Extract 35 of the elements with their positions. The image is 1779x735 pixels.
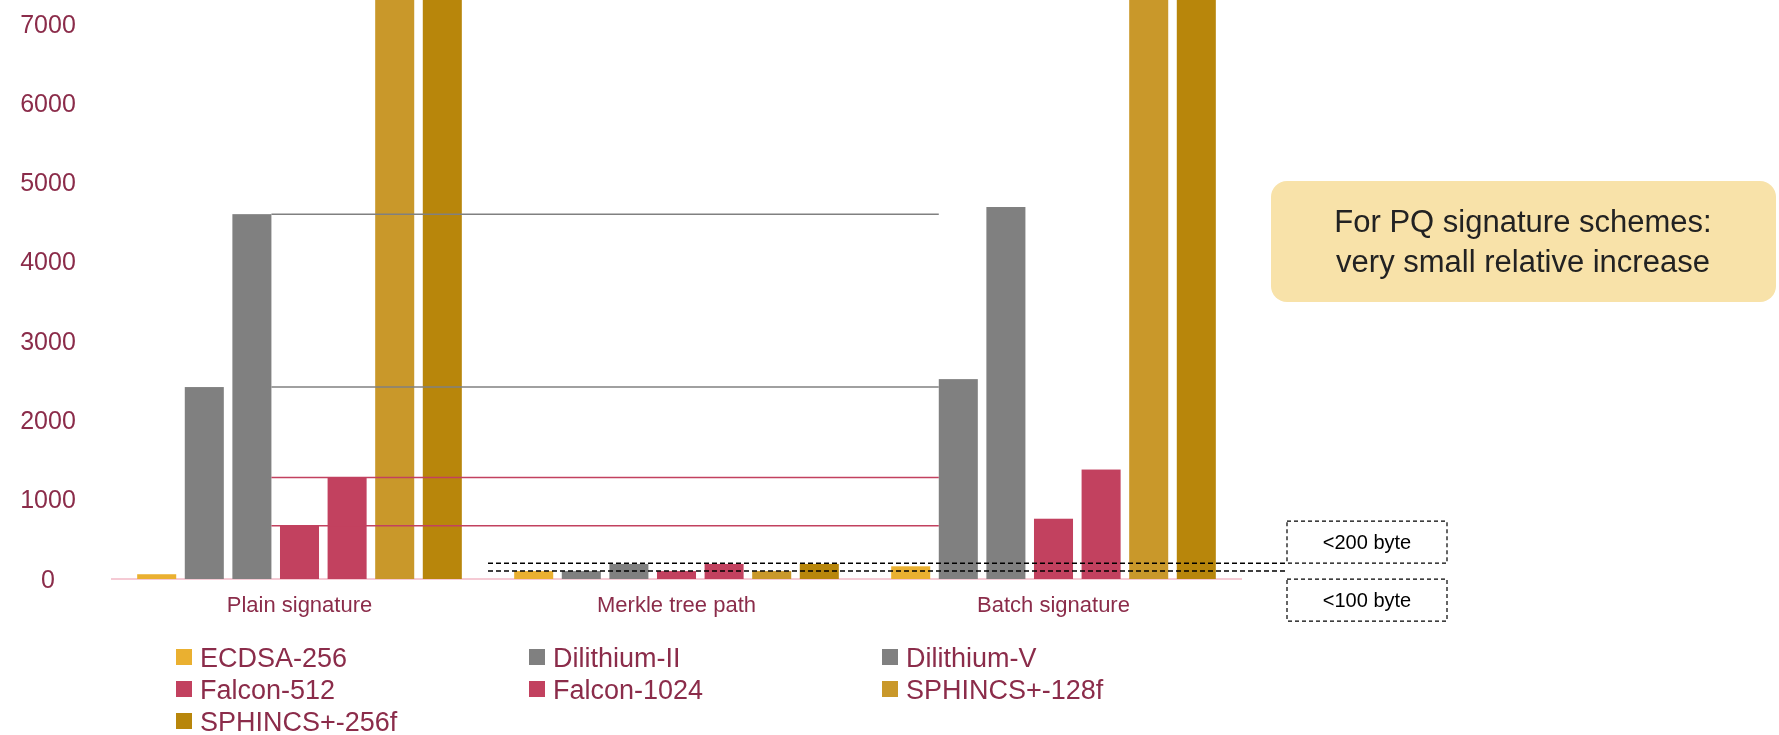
bar — [375, 0, 415, 579]
y-tick-label: 4000 — [20, 247, 76, 276]
bar — [891, 566, 931, 579]
bar — [1176, 0, 1216, 579]
legend-label: SPHINCS+-128f — [906, 675, 1104, 706]
x-tick-label: Batch signature — [977, 592, 1130, 617]
ref-line-label: <200 byte — [1322, 531, 1412, 554]
ref-line-label: <100 byte — [1322, 589, 1412, 612]
bar — [514, 571, 554, 579]
y-tick-label: 6000 — [20, 88, 76, 117]
text: For PQ signature schemes: very small relative increase — [1334, 203, 1712, 279]
legend-label: SPHINCS+-256f — [200, 707, 398, 735]
bar — [1129, 0, 1169, 579]
legend-label: Dilithium-V — [906, 643, 1037, 674]
bar — [752, 571, 792, 579]
bar — [656, 571, 697, 579]
y-tick-label: 3000 — [20, 326, 76, 355]
legend-label: ECDSA-256 — [200, 643, 348, 674]
legend-label: Falcon-1024 — [553, 675, 704, 706]
bar — [184, 387, 224, 579]
legend-label: Dilithium-II — [553, 643, 681, 674]
bar — [1033, 518, 1074, 579]
bar — [1081, 469, 1121, 579]
bar — [986, 207, 1026, 579]
bar — [561, 571, 601, 579]
legend-label: Falcon-512 — [200, 675, 336, 706]
y-tick-label: 2000 — [20, 406, 76, 435]
x-tick-label: Plain signature — [226, 592, 373, 617]
x-tick-label: Merkle tree path — [597, 592, 756, 617]
y-tick-label: 7000 — [20, 9, 76, 38]
bar — [422, 0, 462, 579]
y-tick-label: 0 — [41, 564, 55, 593]
y-tick-label: 1000 — [20, 485, 76, 514]
y-tick-label: 5000 — [20, 168, 76, 197]
bar — [137, 574, 177, 579]
